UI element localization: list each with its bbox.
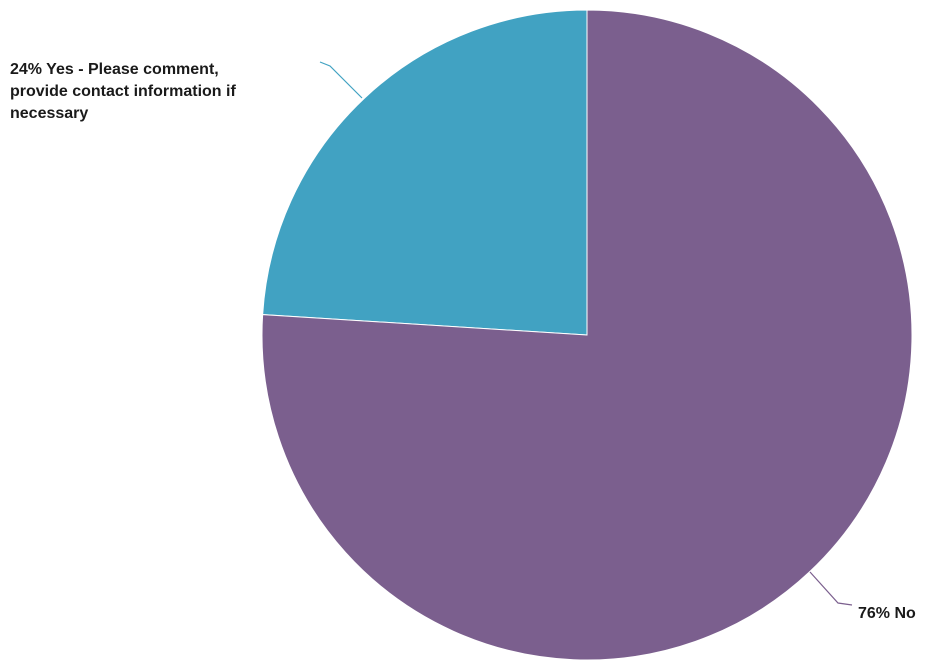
pie-slices — [261, 9, 913, 661]
pie-slice-1 — [261, 9, 913, 661]
slice-label-0: 24% Yes - Please comment, provide contact… — [10, 61, 236, 122]
slice-label-line: 76% No — [858, 605, 916, 622]
slice-labels: 24% Yes - Please comment, provide contact… — [10, 61, 916, 622]
slice-label-line: provide contact information if — [10, 83, 236, 100]
leader-lines — [319, 61, 853, 606]
slice-label-line: 24% Yes - Please comment, — [10, 61, 219, 78]
leader-line-1 — [809, 571, 853, 606]
pie-slice-0 — [262, 9, 588, 336]
leader-line-0 — [319, 61, 363, 99]
slice-label-line: necessary — [10, 105, 88, 122]
slice-label-1: 76% No — [858, 605, 916, 622]
